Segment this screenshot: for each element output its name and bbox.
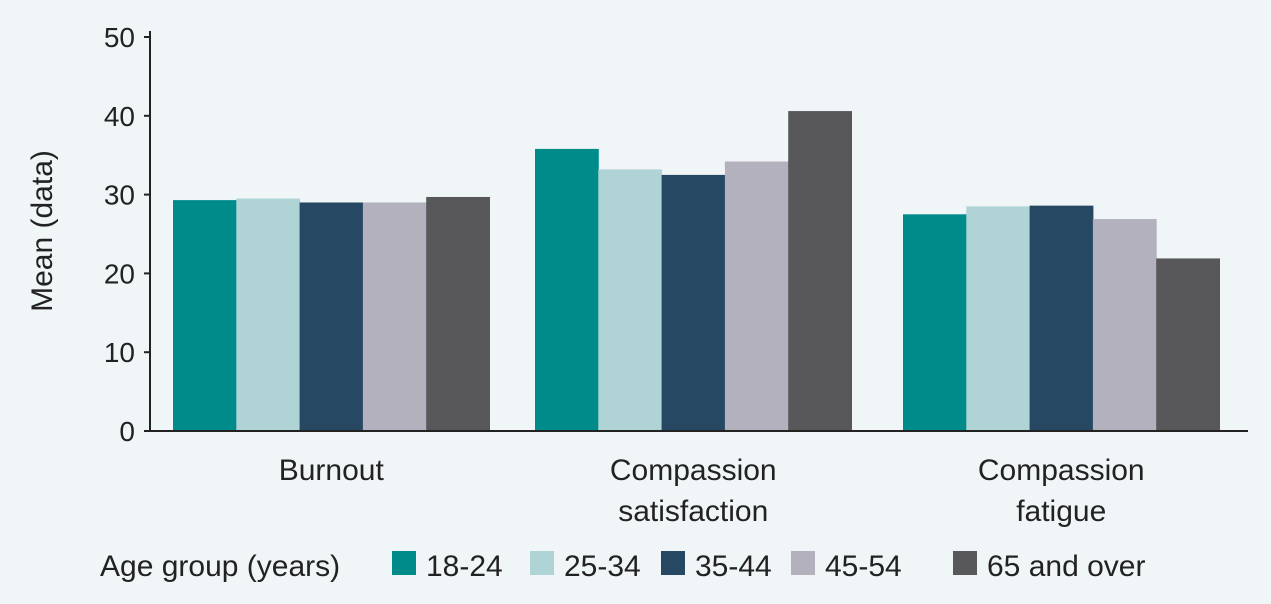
legend-swatch (791, 551, 815, 575)
legend-label: 65 and over (987, 550, 1145, 583)
y-tick-label: 0 (119, 416, 135, 447)
bar-25-34-1 (598, 169, 663, 431)
y-tick-label: 50 (104, 22, 135, 53)
bar-35-44-1 (661, 174, 726, 431)
legend-label: 35-44 (695, 550, 772, 583)
bar-45-54-1 (724, 161, 789, 431)
y-axis-title: Mean (data) (26, 150, 59, 312)
category-labels: Burnout Compassion satisfaction Compassion f… (279, 454, 1145, 528)
bar-45-54-0 (362, 202, 427, 431)
category-label: Compassion (978, 454, 1145, 487)
legend-swatch (661, 551, 685, 575)
legend-label: 45-54 (825, 550, 902, 583)
bar-65-and-over-0 (426, 196, 490, 431)
bar-18-24-2 (903, 214, 967, 431)
category-label: Burnout (279, 454, 385, 487)
y-tick-label: 30 (104, 180, 135, 211)
y-tick-label: 40 (104, 101, 135, 132)
y-tick-label: 10 (104, 337, 135, 368)
legend-swatch (392, 551, 416, 575)
legend-label: 25-34 (564, 550, 641, 583)
bar-18-24-1 (535, 148, 599, 431)
y-tick-label: 20 (104, 258, 135, 289)
y-axis-ticks: 0 10 20 30 40 50 (104, 22, 150, 447)
legend-label: 18-24 (426, 550, 503, 583)
legend: Age group (years) 18-24 25-34 35-44 45-54 65… (100, 550, 1145, 583)
bar-25-34-0 (236, 198, 301, 431)
category-label: Compassion (610, 454, 777, 487)
bar-65-and-over-1 (788, 111, 852, 432)
legend-swatch (530, 551, 554, 575)
legend-title: Age group (years) (100, 550, 340, 583)
bar-18-24-0 (173, 200, 237, 431)
bar-25-34-2 (966, 206, 1031, 431)
bar-45-54-2 (1092, 219, 1157, 431)
bars (173, 111, 1220, 432)
bar-35-44-2 (1029, 205, 1094, 431)
category-label: satisfaction (618, 495, 768, 528)
y-axis-title-group: Mean (data) (26, 150, 59, 312)
bar-65-and-over-2 (1156, 258, 1220, 431)
bar-35-44-0 (299, 202, 364, 431)
legend-swatch (953, 551, 977, 575)
category-label: fatigue (1016, 495, 1106, 528)
